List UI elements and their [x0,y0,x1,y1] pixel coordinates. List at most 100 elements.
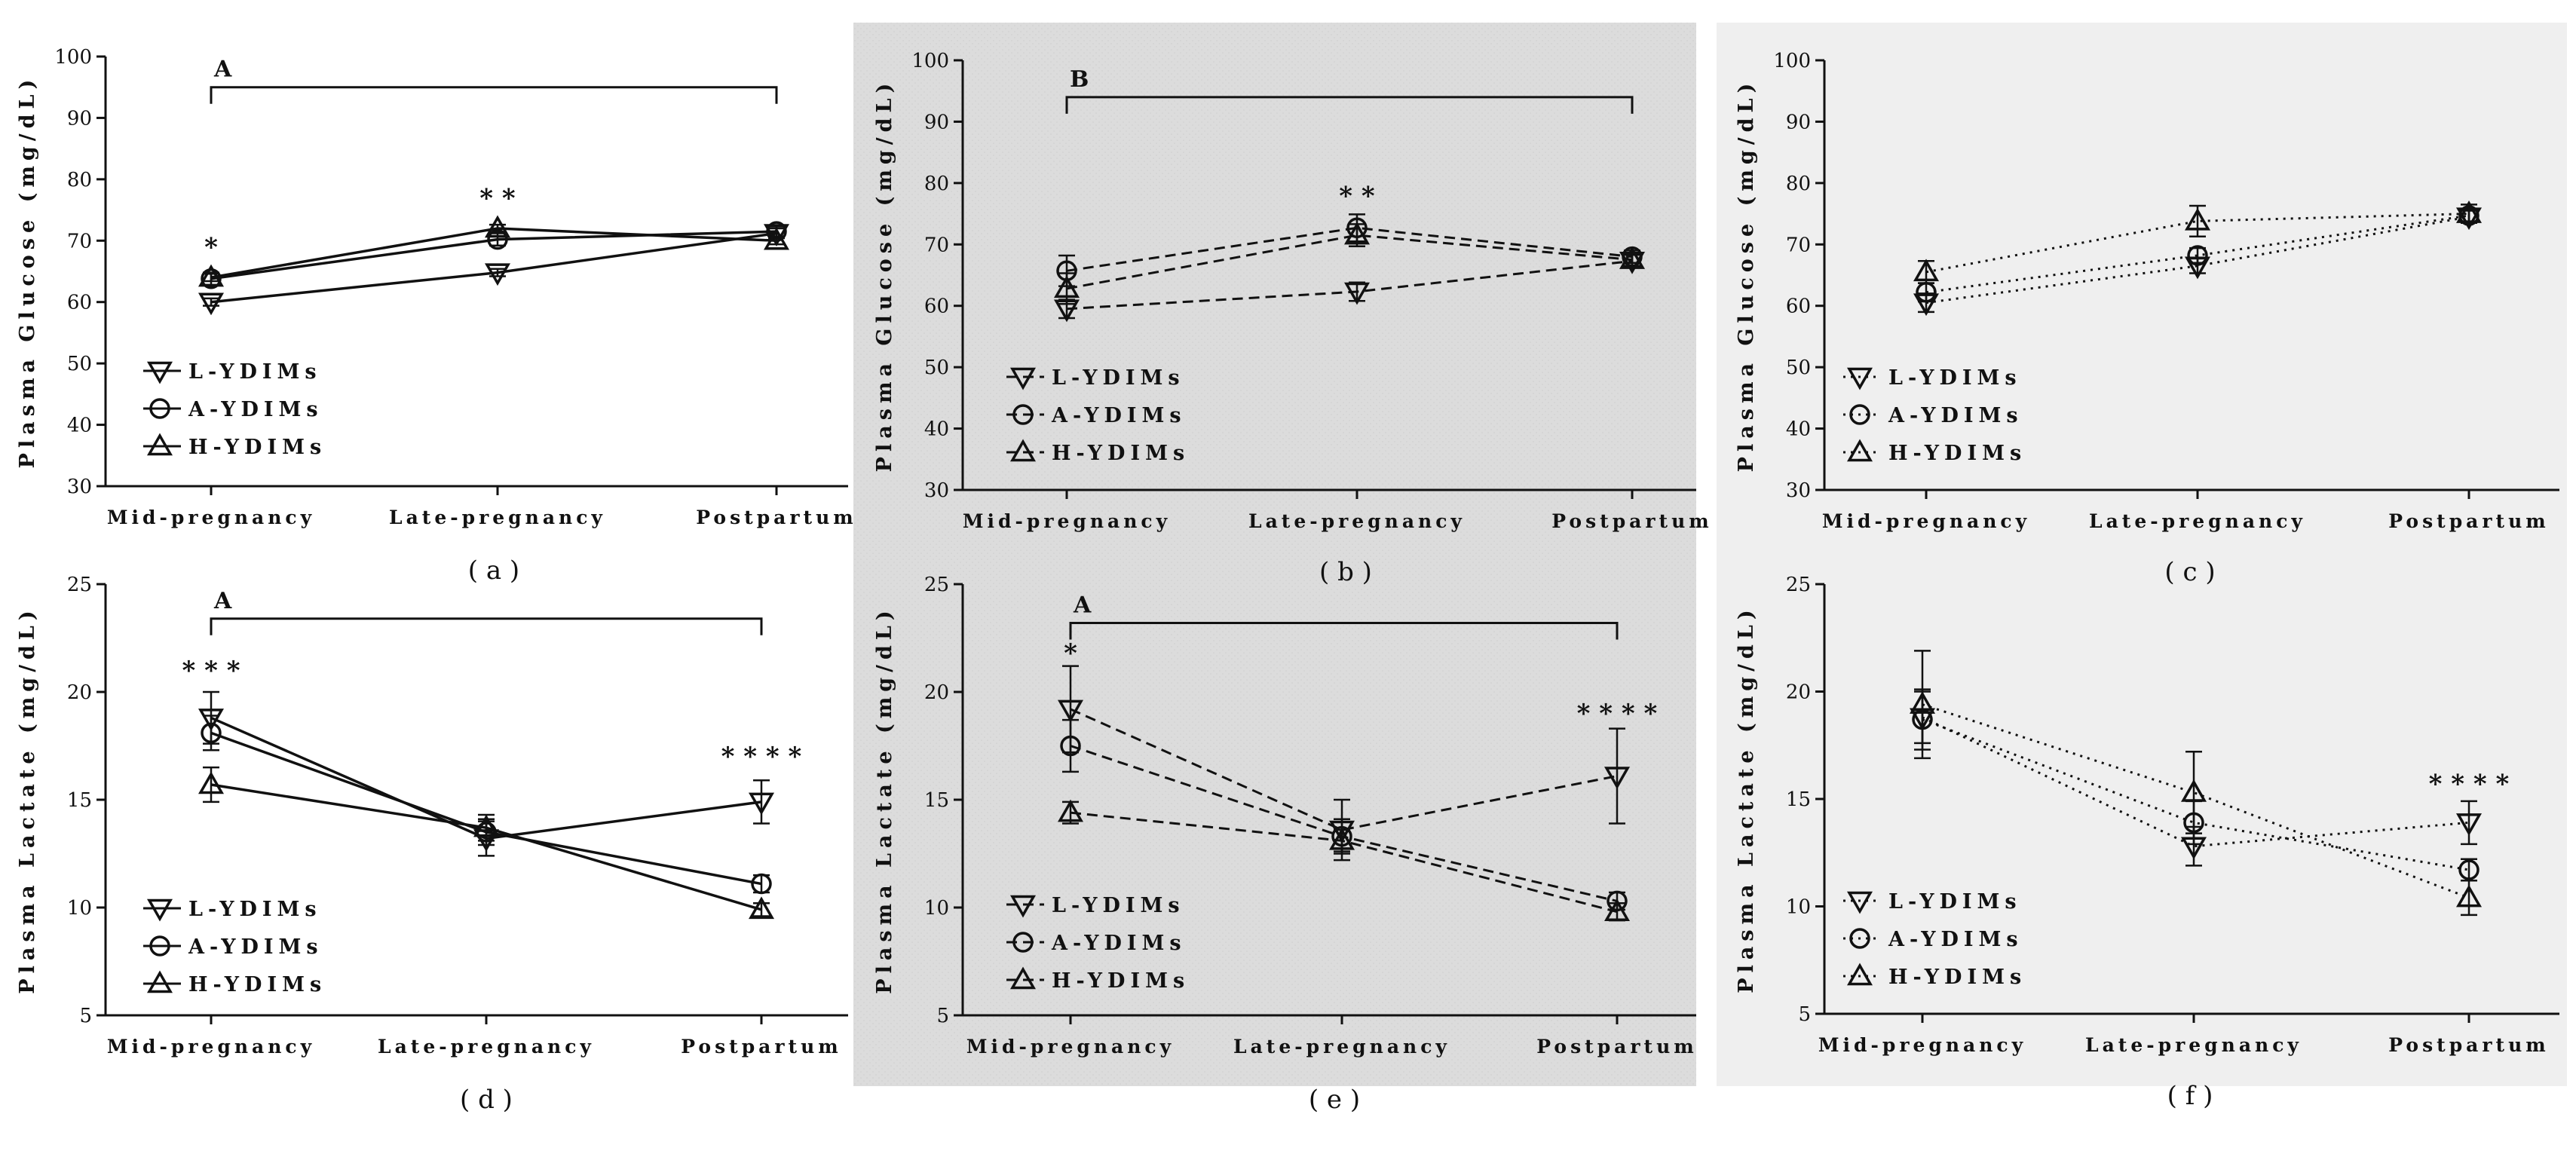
panel-e-data-point-H-YDIMs [1603,898,1631,921]
panel-c-series-line-L-YDIMs [1925,216,2470,305]
panel-d-significance-bracket [210,617,763,635]
panel-a-ytick-label: 30 [67,476,92,498]
panel-d-data-point-A-YDIMs [201,722,222,744]
panel-c-ytick-label: 80 [1786,173,1811,195]
panel-f-significance-label: * * * * [2429,769,2510,799]
panel-c: 30 40 50 60 70 80 90 100 Mid-pregnancy Late-pregn… [1735,50,2559,587]
panel-c-data-point-A-YDIMs [2187,245,2208,266]
panel-e-category-label: Late-pregnancy [1233,1036,1450,1058]
panel-d-data-point-H-YDIMs [473,814,500,837]
panel-a-legend-marker-L-YDIMs [146,361,173,384]
panel-d-caption: ( d ) [460,1085,513,1115]
panel-b-ytick-label: 100 [911,50,949,72]
panel-d-ytick-label: 10 [67,897,92,920]
panel-c-y-axis-label: Plasma Glucose (mg/dL) [1735,78,1758,473]
panel-b-category-label: Postpartum [1551,510,1712,532]
panel-a-legend-marker-A-YDIMs [149,398,170,419]
panel-f-legend-marker-H-YDIMs [1846,963,1873,986]
panel-c-ytick-label: 50 [1786,357,1811,379]
panel-f-legend-label: A-YDIMs [1888,928,2023,951]
panel-f-data-point-H-YDIMs [2180,779,2207,802]
panel-b-legend-marker-L-YDIMs [1009,367,1037,390]
panel-b-ytick-label: 30 [924,479,949,502]
panel-d-legend-marker-H-YDIMs [146,970,173,993]
panel-e-ytick-label: 25 [924,574,949,596]
panel-d-data-point-H-YDIMs [748,896,775,920]
panel-a-ytick-label: 50 [67,353,92,375]
panel-f-legend-marker-L-YDIMs [1846,891,1873,914]
panel-e-legend-marker-A-YDIMs [1012,932,1034,953]
panel-e-legend-marker-H-YDIMs [1009,966,1037,990]
panel-d-significance-label: * * * [182,656,240,686]
panel-e-y-axis-label: Plasma Lactate (mg/dL) [873,605,896,993]
panel-c-category-label: Late-pregnancy [2089,510,2306,532]
panel-c-series-line-A-YDIMs [1925,214,2470,294]
panel-f-ytick-label: 15 [1786,788,1811,811]
panel-d-legend-label: H-YDIMs [188,973,326,996]
panel-a-category-label: Postpartum [696,507,856,528]
panel-c-ytick-label: 40 [1786,418,1811,441]
panel-c-data-point-H-YDIMs [2455,200,2483,223]
panel-e-caption: ( e ) [1309,1085,1360,1115]
panel-f-series-line-L-YDIMs [1922,716,2470,848]
panel-b-data-point-H-YDIMs [1053,275,1080,298]
panel-a-legend-label: H-YDIMs [188,436,326,459]
panel-f-category-label: Mid-pregnancy [1818,1034,2026,1056]
panel-d: 5 10 15 20 25 Mid-pregnancy Late-pregnancy Post… [16,574,848,1115]
panel-background-middle-column [853,23,1696,1086]
panel-b-legend-label: A-YDIMs [1051,404,1187,427]
panel-f-caption: ( f ) [2167,1081,2213,1111]
panel-d-legend-marker-A-YDIMs [149,935,170,957]
panel-a-data-point-A-YDIMs [201,268,222,289]
panel-a-significance-label: * [204,233,218,263]
panel-a-significance-bracket [210,86,778,104]
panel-d-data-point-H-YDIMs [198,771,225,794]
panel-e-data-point-H-YDIMs [1057,799,1084,822]
panel-b-category-label: Mid-pregnancy [963,510,1171,532]
panel-d-category-label: Late-pregnancy [378,1036,595,1058]
panel-d-ytick-label: 20 [67,681,92,704]
panel-b-data-point-H-YDIMs [1619,246,1646,269]
panel-e-data-point-A-YDIMs [1060,735,1081,757]
panel-c-ytick-label: 60 [1786,295,1811,318]
panel-f-y-axis-label: Plasma Lactate (mg/dL) [1735,605,1758,993]
panel-a-ytick-label: 80 [67,169,92,191]
panel-f-series-line-A-YDIMs [1922,718,2470,871]
panel-a: 30 40 50 60 70 80 90 100 Mid-pregnancy Late-pregn… [16,46,856,586]
panel-a-category-label: Late-pregnancy [389,507,606,528]
panel-c-series-line-H-YDIMs [1925,213,2470,274]
panel-f-ytick-label: 10 [1786,896,1811,919]
panel-f-data-point-L-YDIMs [2455,813,2483,836]
panel-background-right-column [1717,23,2567,1086]
panel-b-data-point-L-YDIMs [1343,282,1371,305]
panel-f-legend-label: H-YDIMs [1888,966,2026,989]
panel-a-ytick-label: 70 [67,230,92,253]
panel-f-legend-marker-A-YDIMs [1849,928,1870,949]
panel-e-bracket-label: A [1073,592,1092,618]
panel-a-caption: ( a ) [468,556,519,586]
panel-e-legend-label: A-YDIMs [1051,932,1187,955]
panel-a-data-point-L-YDIMs [198,292,225,316]
panel-e-series-line-L-YDIMs [1070,708,1618,831]
panel-a-series-line-A-YDIMs [210,230,777,280]
panel-b-ytick-label: 50 [924,357,949,379]
panel-a-legend-label: A-YDIMs [188,398,323,421]
panel-c-legend-marker-L-YDIMs [1846,367,1873,390]
panel-b-category-label: Late-pregnancy [1248,510,1466,532]
panel-c-data-point-H-YDIMs [2184,207,2211,231]
panel-d-y-axis-label: Plasma Lactate (mg/dL) [16,605,39,993]
panel-a-category-label: Mid-pregnancy [107,507,315,528]
panel-c-ytick-label: 100 [1773,50,1811,72]
panel-b: 30 40 50 60 70 80 90 100 Mid-pregnancy Late-pregn… [873,50,1712,587]
panel-e-legend-label: H-YDIMs [1052,969,1190,993]
panel-d-legend-label: L-YDIMs [188,898,322,921]
panel-f-data-point-A-YDIMs [2458,859,2480,880]
panel-d-bracket-label: A [213,588,232,614]
panel-c-ytick-label: 70 [1786,234,1811,256]
panel-a-legend-label: L-YDIMs [188,360,322,384]
panel-a-data-point-L-YDIMs [484,263,511,286]
panel-a-data-point-H-YDIMs [763,227,790,250]
panel-d-ytick-label: 5 [79,1005,92,1027]
panel-b-legend-marker-A-YDIMs [1012,404,1034,425]
